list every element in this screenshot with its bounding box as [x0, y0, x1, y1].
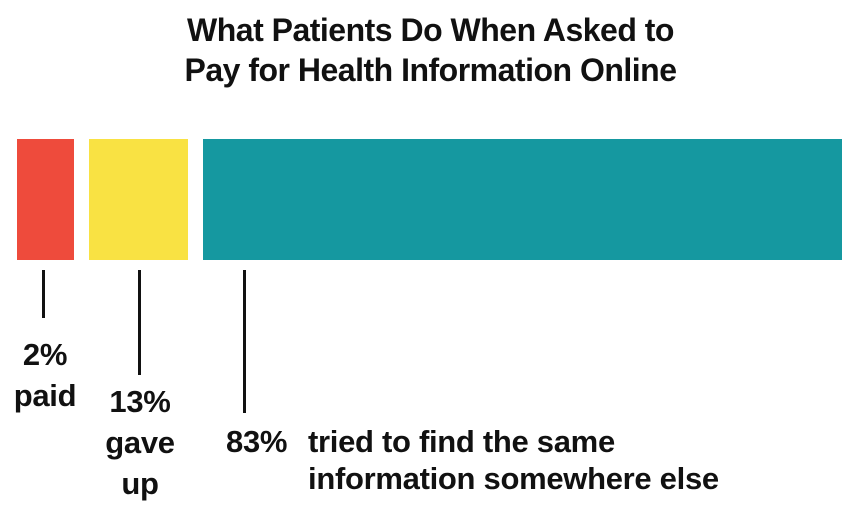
label-found-elsewhere-text-2: information somewhere else	[308, 461, 719, 496]
bar-segment-paid	[17, 139, 74, 260]
label-found-elsewhere-text: tried to find the same information somew…	[308, 423, 719, 497]
bar-segment-found-elsewhere	[203, 139, 842, 260]
chart-title-line-2: Pay for Health Information Online	[184, 52, 678, 88]
leader-line-paid	[42, 270, 45, 318]
label-gave-up-text-2: up	[121, 466, 159, 501]
leader-line-gave-up	[138, 270, 141, 375]
label-gave-up: 13% gave up	[95, 381, 185, 504]
label-paid-text: paid	[13, 378, 77, 413]
label-paid-percent: 2%	[22, 337, 68, 372]
label-gave-up-text-1: gave	[105, 425, 175, 460]
label-found-elsewhere-percent: 83%	[226, 424, 288, 459]
bar-segment-gave-up	[89, 139, 188, 260]
label-paid: 2% paid	[0, 334, 90, 416]
chart-title: What Patients Do When Asked to Pay for H…	[0, 10, 861, 90]
leader-line-found-elsewhere	[243, 270, 246, 413]
label-found-elsewhere-text-1: tried to find the same	[308, 424, 615, 459]
chart-title-line-1: What Patients Do When Asked to	[187, 12, 674, 48]
label-gave-up-percent: 13%	[109, 384, 171, 419]
